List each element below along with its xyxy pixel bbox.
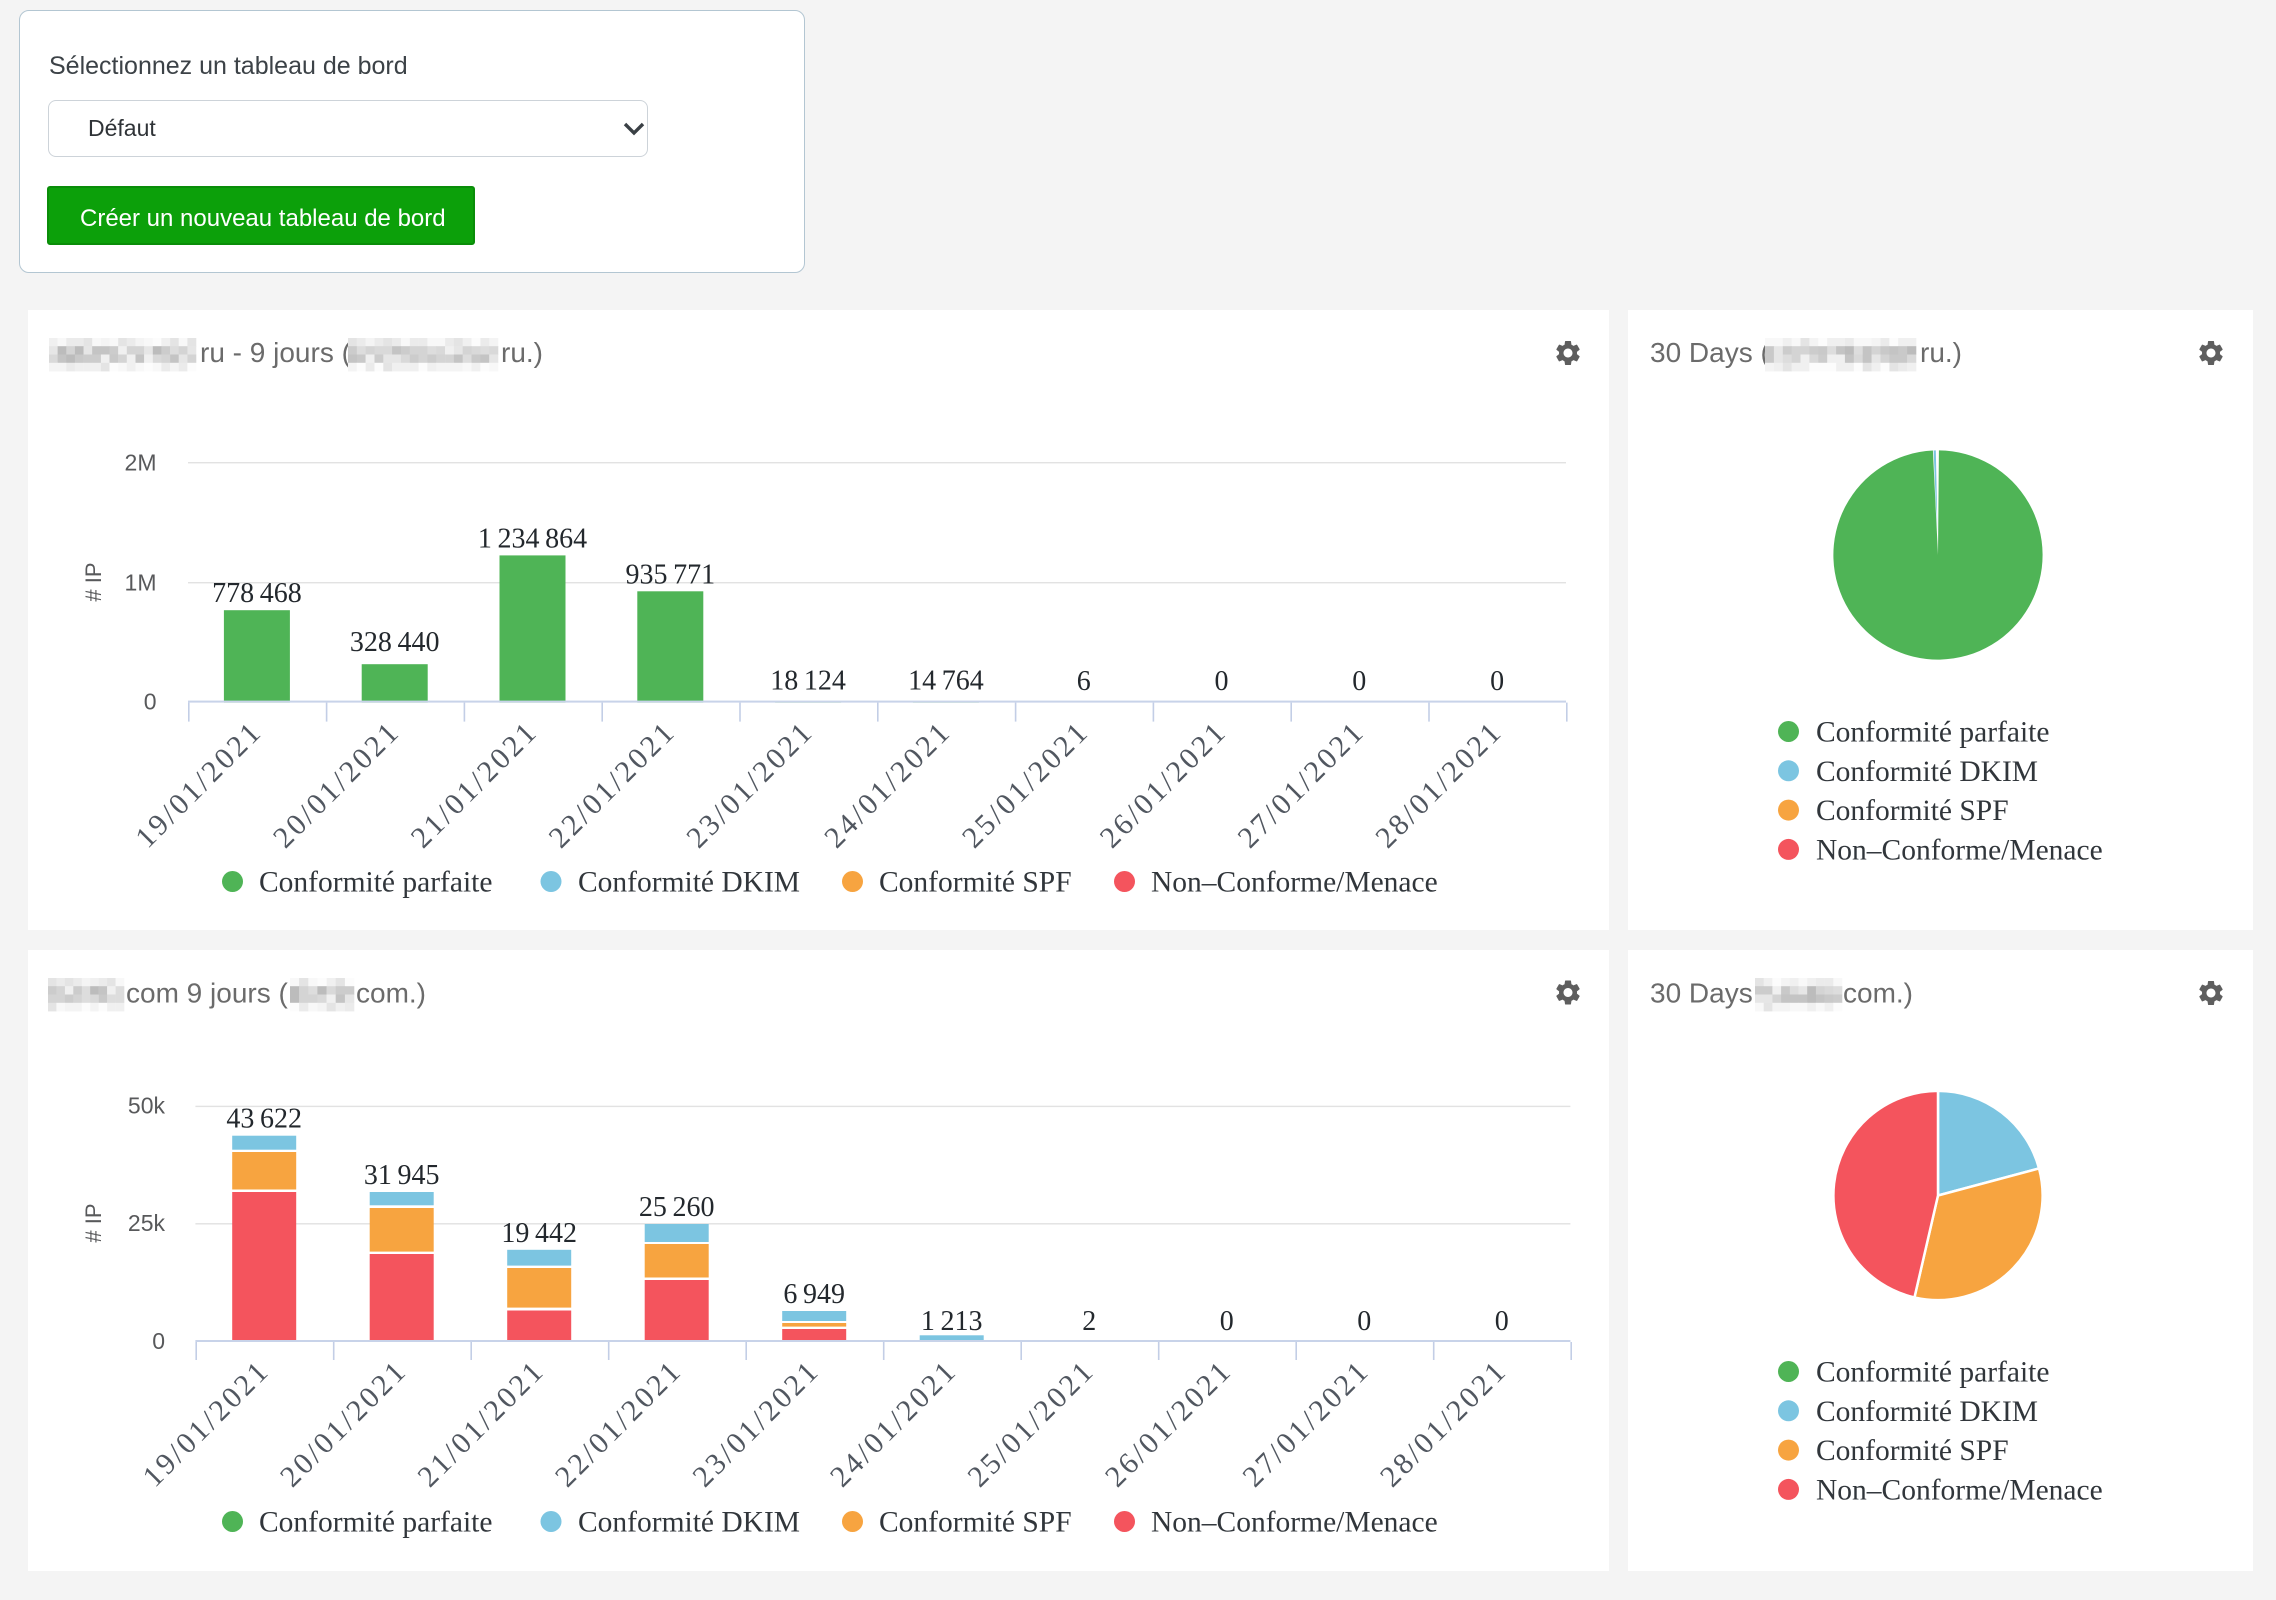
svg-text:Conformité DKIM: Conformité DKIM: [578, 867, 800, 899]
svg-text:25 260: 25 260: [639, 1192, 715, 1223]
svg-text:28/01/2021: 28/01/2021: [1374, 1354, 1514, 1494]
svg-text:23/01/2021: 23/01/2021: [680, 715, 820, 855]
svg-text:1 213: 1 213: [921, 1306, 983, 1337]
svg-text:0: 0: [1495, 1306, 1509, 1337]
svg-text:ru - 9 jours (: ru - 9 jours (: [200, 337, 352, 368]
svg-text:24/01/2021: 24/01/2021: [824, 1354, 964, 1494]
svg-text:23/01/2021: 23/01/2021: [686, 1354, 826, 1494]
svg-text:935 771: 935 771: [625, 559, 715, 590]
svg-text:0: 0: [1357, 1306, 1371, 1337]
svg-text:14 764: 14 764: [908, 666, 984, 697]
svg-text:2M: 2M: [125, 450, 157, 476]
svg-text:18 124: 18 124: [770, 666, 846, 697]
svg-text:Conformité parfaite: Conformité parfaite: [259, 1507, 492, 1539]
svg-text:21/01/2021: 21/01/2021: [411, 1354, 551, 1494]
svg-text:ru.): ru.): [501, 337, 543, 368]
svg-text:0: 0: [1215, 666, 1229, 697]
svg-text:31 945: 31 945: [364, 1160, 440, 1191]
svg-text:2: 2: [1082, 1306, 1096, 1337]
svg-text:com.): com.): [1843, 978, 1913, 1009]
svg-text:6 949: 6 949: [783, 1279, 845, 1310]
svg-text:0: 0: [1490, 666, 1504, 697]
svg-text:Conformité DKIM: Conformité DKIM: [578, 1507, 800, 1539]
svg-text:25/01/2021: 25/01/2021: [961, 1354, 1101, 1494]
svg-text:Conformité DKIM: Conformité DKIM: [1816, 756, 2038, 788]
svg-text:# IP: # IP: [81, 1203, 106, 1242]
svg-text:Conformité parfaite: Conformité parfaite: [1816, 1357, 2049, 1389]
svg-text:1 234 864: 1 234 864: [478, 523, 587, 554]
svg-text:Conformité DKIM: Conformité DKIM: [1816, 1396, 2038, 1428]
svg-text:24/01/2021: 24/01/2021: [818, 715, 958, 855]
svg-text:1M: 1M: [125, 570, 157, 596]
svg-text:Conformité SPF: Conformité SPF: [1816, 1435, 2009, 1467]
svg-text:27/01/2021: 27/01/2021: [1231, 715, 1371, 855]
svg-text:778 468: 778 468: [212, 578, 302, 609]
svg-text:25k: 25k: [128, 1210, 166, 1236]
svg-text:30 Days (: 30 Days (: [1650, 978, 1770, 1009]
svg-text:22/01/2021: 22/01/2021: [542, 715, 682, 855]
svg-text:43 622: 43 622: [226, 1104, 302, 1135]
svg-text:Non–Conforme/Menace: Non–Conforme/Menace: [1151, 867, 1438, 899]
svg-text:Conformité SPF: Conformité SPF: [879, 867, 1072, 899]
svg-text:27/01/2021: 27/01/2021: [1236, 1354, 1376, 1494]
svg-text:Non–Conforme/Menace: Non–Conforme/Menace: [1816, 834, 2103, 866]
svg-text:19 442: 19 442: [501, 1218, 577, 1249]
svg-text:0: 0: [1352, 666, 1366, 697]
svg-text:26/01/2021: 26/01/2021: [1099, 1354, 1239, 1494]
svg-text:28/01/2021: 28/01/2021: [1369, 715, 1509, 855]
svg-text:19/01/2021: 19/01/2021: [136, 1354, 276, 1494]
svg-text:25/01/2021: 25/01/2021: [956, 715, 1096, 855]
svg-text:20/01/2021: 20/01/2021: [274, 1354, 414, 1494]
svg-text:Conformité parfaite: Conformité parfaite: [259, 867, 492, 899]
svg-text:Conformité parfaite: Conformité parfaite: [1816, 717, 2049, 749]
svg-text:19/01/2021: 19/01/2021: [129, 715, 269, 855]
svg-text:26/01/2021: 26/01/2021: [1094, 715, 1234, 855]
svg-text:20/01/2021: 20/01/2021: [267, 715, 407, 855]
svg-text:# IP: # IP: [81, 562, 106, 601]
svg-text:0: 0: [1220, 1306, 1234, 1337]
svg-text:21/01/2021: 21/01/2021: [405, 715, 545, 855]
svg-text:Conformité SPF: Conformité SPF: [879, 1507, 1072, 1539]
svg-text:Non–Conforme/Menace: Non–Conforme/Menace: [1151, 1507, 1438, 1539]
svg-text:6: 6: [1077, 666, 1091, 697]
svg-text:50k: 50k: [128, 1093, 166, 1119]
svg-text:Conformité SPF: Conformité SPF: [1816, 795, 2009, 827]
svg-text:30 Days (: 30 Days (: [1650, 337, 1770, 368]
svg-text:22/01/2021: 22/01/2021: [549, 1354, 689, 1494]
svg-text:0: 0: [144, 689, 157, 715]
svg-text:com.): com.): [356, 978, 426, 1009]
svg-text:0: 0: [152, 1328, 165, 1354]
svg-text:Non–Conforme/Menace: Non–Conforme/Menace: [1816, 1474, 2103, 1506]
svg-text:ru.): ru.): [1920, 337, 1962, 368]
svg-text:328 440: 328 440: [350, 627, 440, 658]
svg-text:com 9 jours (: com 9 jours (: [126, 978, 288, 1009]
